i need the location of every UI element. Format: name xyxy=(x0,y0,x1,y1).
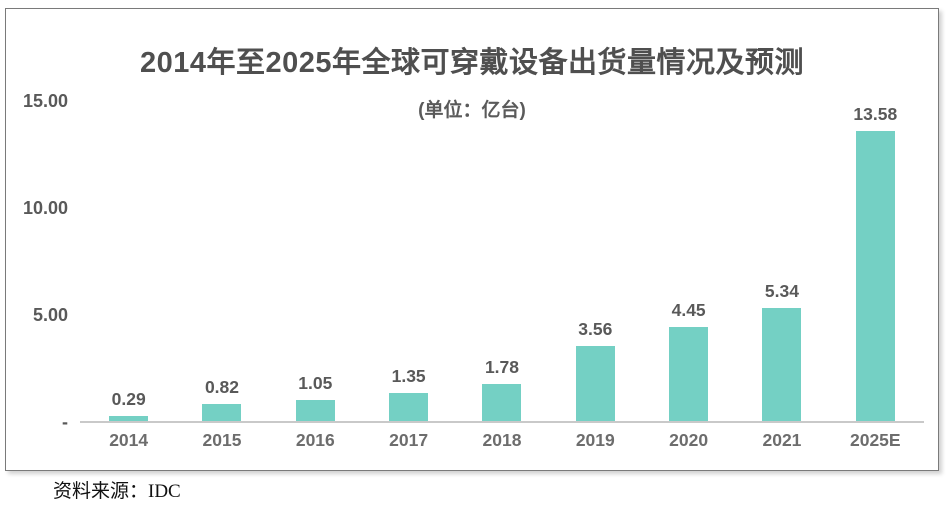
bar-slot: 0.29 xyxy=(82,101,175,422)
bar-value-label: 0.82 xyxy=(204,377,240,398)
bar-value-label: 0.29 xyxy=(111,388,146,409)
data-source-note: 资料来源：IDC xyxy=(53,481,181,502)
bar-slot: 5.34 xyxy=(735,101,828,422)
bar xyxy=(202,404,242,422)
y-tick-label: 5.00 xyxy=(32,305,68,325)
bar xyxy=(389,393,429,422)
chart-subtitle-unit: (单位：亿台) xyxy=(418,100,526,121)
bar-slot: 13.58 xyxy=(829,101,922,422)
bar-value-label: 13.58 xyxy=(853,104,898,125)
bar-slot: 1.78 xyxy=(455,101,548,422)
bar xyxy=(295,399,335,422)
bar-slot: 3.56 xyxy=(549,101,642,422)
bar xyxy=(669,326,709,422)
x-axis-label: 2017 xyxy=(389,430,429,450)
bar-value-label: 1.78 xyxy=(484,356,519,377)
bar-slot: 1.35 xyxy=(362,101,455,422)
y-tick-label: - xyxy=(62,412,68,432)
x-axis-label: 2019 xyxy=(575,430,615,450)
bar-slot: 0.82 xyxy=(175,101,268,422)
bar-slot: 1.05 xyxy=(269,101,362,422)
bar-value-label: 3.56 xyxy=(578,318,613,339)
bar-value-label: 4.45 xyxy=(671,299,706,320)
bar-slot: 4.45 xyxy=(642,101,735,422)
plot-area: 0.29 0.82 1.05 1.35 1.78 3.56 4.45 5.34 13.58 xyxy=(82,101,922,422)
bar-value-label: 1.05 xyxy=(298,372,333,393)
x-axis-label: 2021 xyxy=(762,430,802,450)
chart-plot-box: 2014年至2025年全球可穿戴设备出货量情况及预测 (单位：亿台) 15.00… xyxy=(5,8,939,471)
x-axis-label: 2018 xyxy=(482,430,522,450)
bar-value-label: 5.34 xyxy=(764,280,799,301)
bar xyxy=(855,131,895,422)
y-tick-label: 15.00 xyxy=(22,91,68,111)
chart-title: 2014年至2025年全球可穿戴设备出货量情况及预测 xyxy=(139,47,805,79)
x-axis-label: 2015 xyxy=(202,430,242,450)
x-axis-label: 2014 xyxy=(109,430,149,450)
x-axis-baseline xyxy=(80,421,924,423)
x-axis-category-labels: 2014 2015 2016 2017 2018 2019 2020 2021 2025E xyxy=(82,430,922,451)
x-axis-label: 2025E xyxy=(849,430,901,450)
x-axis-label: 2020 xyxy=(669,430,709,450)
bar xyxy=(762,307,802,422)
bar-value-label: 1.35 xyxy=(391,366,426,387)
y-tick-label: 10.00 xyxy=(22,198,68,218)
bar xyxy=(482,383,522,422)
bar xyxy=(109,415,149,422)
x-axis-label: 2016 xyxy=(295,430,335,450)
bar xyxy=(575,345,615,422)
